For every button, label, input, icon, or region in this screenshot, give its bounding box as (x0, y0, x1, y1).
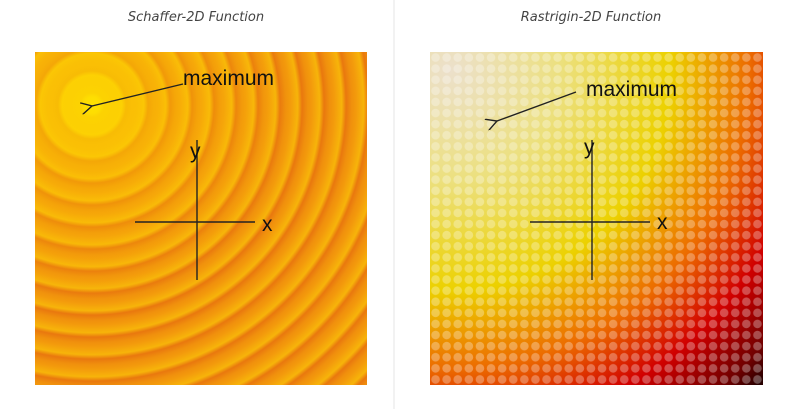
panel-title: Rastrigin-2D Function (521, 10, 662, 25)
axes (530, 140, 650, 280)
annotation: maximum (586, 78, 677, 101)
axes (135, 140, 255, 280)
x-label: x (657, 211, 668, 234)
heatmap-glow (35, 52, 367, 385)
arrow (497, 91, 577, 121)
y-label: y (584, 136, 595, 159)
panel-title: Schaffer-2D Function (128, 10, 264, 25)
arrow (92, 83, 184, 106)
x-label: x (262, 213, 273, 236)
heatmap-dots (430, 52, 763, 385)
annotation: maximum (183, 67, 274, 90)
y-label: y (190, 140, 201, 163)
